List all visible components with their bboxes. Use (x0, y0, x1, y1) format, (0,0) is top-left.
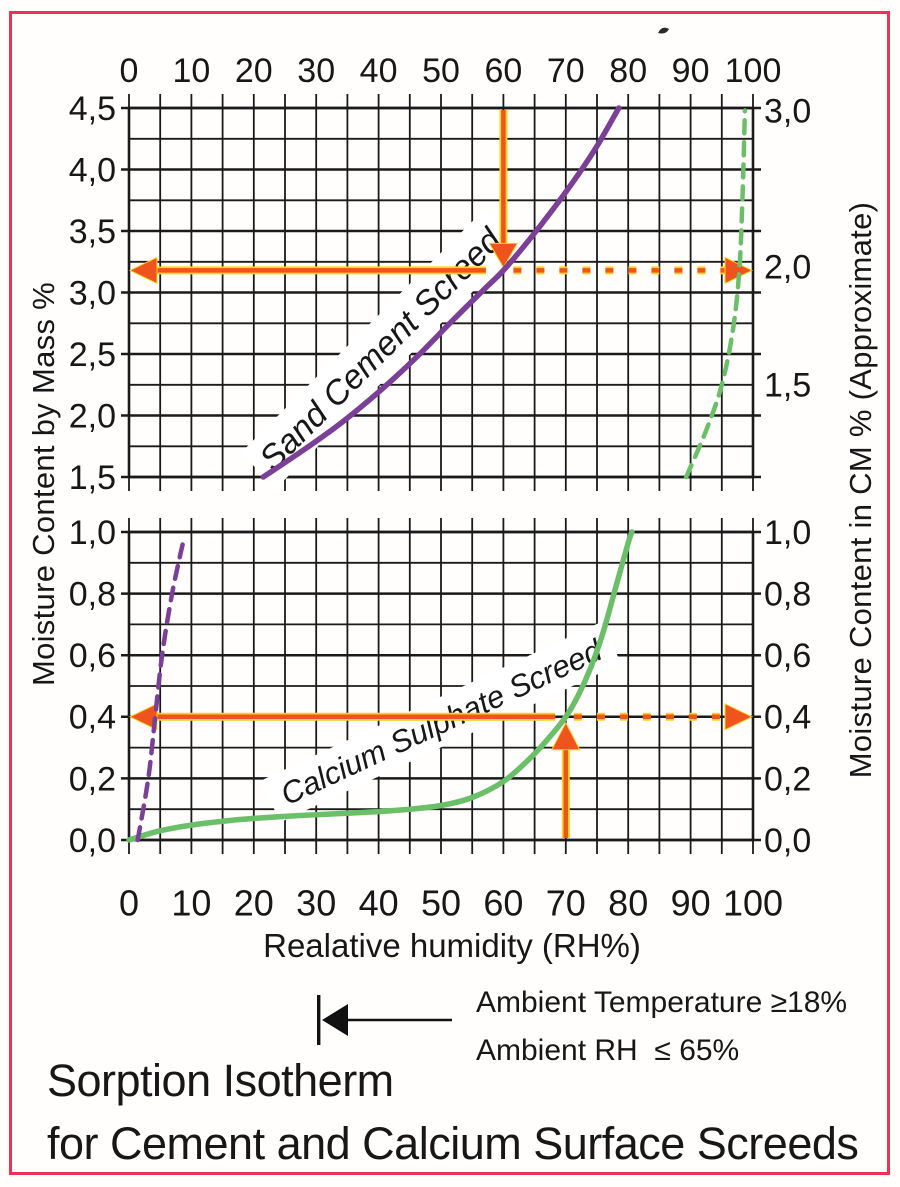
ambient-temperature-note: Ambient Temperature ≥18% (476, 986, 848, 1019)
y-tick-label-left: 0,8 (69, 576, 116, 614)
label-knockout (240, 209, 520, 489)
x-axis-title: Realative humidity (RH%) (263, 927, 641, 964)
y-tick-label-right: 0,0 (764, 822, 811, 860)
y-tick-label-left: 3,5 (69, 213, 116, 251)
arrowhead-right-icon (724, 703, 754, 731)
left-axis-title: Moisture Content by Mass % (26, 281, 61, 687)
x-tick-label: 30 (297, 52, 335, 90)
bottom-panel-frame (127, 530, 755, 842)
arrowhead-down-icon (488, 242, 519, 269)
top-reading-arrows (128, 110, 754, 285)
x-tick-label: 0 (119, 883, 139, 924)
arrowhead-up-icon (550, 721, 581, 751)
x-tick-label: 80 (609, 52, 647, 90)
x-tick-label: 60 (484, 52, 522, 90)
scan-artifact-mark (658, 27, 669, 34)
y-tick-label-right: 0,4 (764, 699, 811, 737)
y-tick-label-right: 2,0 (764, 249, 811, 287)
y-tick-label-left: 0,6 (69, 637, 116, 675)
top-series-purple-solid (260, 105, 622, 480)
x-tick-label: 10 (171, 883, 211, 924)
y-tick-label-right: 1,0 (764, 514, 811, 552)
sand-cement-screed-label-text: Sand Cement Screed (252, 220, 510, 478)
x-tick-label: 50 (422, 52, 460, 90)
y-tick-label-left: 2,5 (69, 336, 116, 374)
bottom-series-green-solid (126, 529, 635, 843)
x-tick-label: 60 (483, 883, 523, 924)
x-tick-label: 90 (672, 52, 710, 90)
x-tick-label: 70 (547, 52, 585, 90)
y-tick-label-left: 1,5 (69, 459, 116, 497)
y-tick-label-left: 0,2 (69, 760, 116, 798)
x-tick-label: 10 (172, 52, 210, 90)
y-tick-label-left: 0,0 (69, 822, 116, 860)
y-tick-label-right: 0,2 (764, 760, 811, 798)
x-tick-label: 70 (546, 883, 586, 924)
y-tick-label-left: 3,0 (69, 274, 116, 312)
y-tick-label-right: 3,0 (764, 92, 811, 130)
limit-bar (317, 995, 321, 1045)
ambient-rh-note: Ambient RH ≤ 65% (476, 1034, 740, 1067)
bottom-series-purple-dashed (135, 538, 186, 843)
label-knockout (260, 621, 622, 823)
y-tick-label-left: 1,0 (69, 514, 116, 552)
x-tick-label: 100 (725, 52, 782, 90)
x-tick-label: 20 (234, 883, 274, 924)
y-tick-label-left: 4,0 (69, 151, 116, 189)
top-panel-frame (127, 106, 755, 479)
chart-title-line2: for Cement and Calcium Surface Screeds (47, 1118, 859, 1169)
x-tick-label: 100 (723, 883, 783, 924)
bottom-panel-grid: 0 10 20 30 40 50 60 70 80 90 100 1,0 0,8 0,6 0,4 0,2 0,0… (69, 514, 812, 924)
x-tick-label: 20 (235, 52, 273, 90)
arrowhead-left-icon (128, 703, 158, 731)
right-axis-title: Moisture Content in CM % (Approximate) (843, 201, 878, 779)
y-tick-label-right: 0,8 (764, 576, 811, 614)
y-tick-label-right: 1,5 (764, 367, 811, 405)
y-tick-label-right: 0,6 (764, 637, 811, 675)
x-tick-label: 40 (360, 52, 398, 90)
x-tick-label: 30 (296, 883, 336, 924)
bottom-reading-arrows (128, 703, 754, 838)
x-tick-label: 0 (120, 52, 139, 90)
chart-title-line1: Sorption Isotherm (47, 1055, 394, 1106)
limit-marker (317, 27, 669, 1045)
y-tick-label-left: 0,4 (69, 699, 116, 737)
arrow-left-icon (322, 1004, 348, 1036)
y-tick-label-left: 4,5 (69, 90, 116, 128)
x-tick-label: 90 (671, 883, 711, 924)
x-tick-label: 50 (421, 883, 461, 924)
x-tick-label: 40 (359, 883, 399, 924)
x-tick-label: 80 (608, 883, 648, 924)
top-series-green-dashed (683, 108, 748, 480)
top-panel-grid: 0 10 20 30 40 50 60 70 80 90 100 4,5 4,0 3,5 3,0 2,5 2,0… (69, 52, 812, 497)
y-tick-label-left: 2,0 (69, 397, 116, 435)
arrowhead-left-icon (128, 256, 158, 285)
